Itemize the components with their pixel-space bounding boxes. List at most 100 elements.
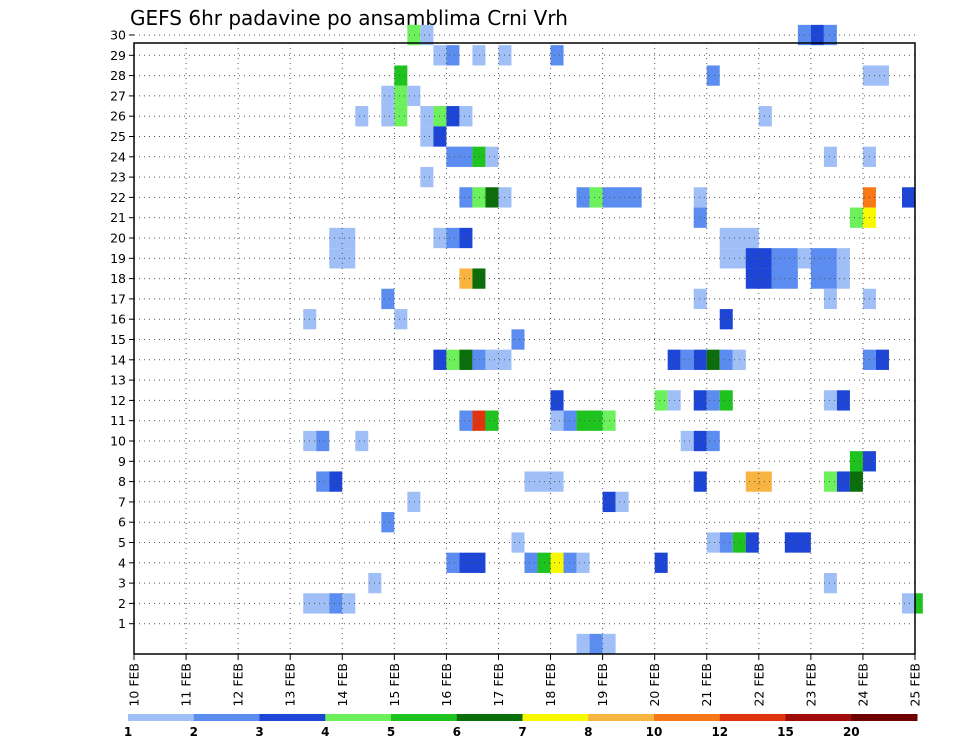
precip-cell xyxy=(693,430,707,452)
legend-label: 6 xyxy=(453,725,461,739)
y-tick-label: 22 xyxy=(110,190,126,205)
precip-cell xyxy=(446,349,460,370)
precip-cell xyxy=(472,349,486,370)
precip-cell xyxy=(680,349,694,370)
x-tick-label: 12 FEB xyxy=(231,663,246,707)
precip-cell xyxy=(472,146,486,167)
y-tick-label: 4 xyxy=(118,555,126,570)
precip-cell xyxy=(823,390,837,411)
precip-cell xyxy=(446,227,460,249)
precip-cell xyxy=(459,187,473,208)
precip-cell xyxy=(485,187,499,208)
precip-cell xyxy=(849,471,863,492)
precip-cell xyxy=(420,24,434,46)
precip-cell xyxy=(394,65,408,86)
precip-cell xyxy=(719,309,733,330)
x-tick-label: 24 FEB xyxy=(855,663,870,707)
legend-color-swatch xyxy=(391,714,458,721)
precip-cell xyxy=(563,552,577,573)
precip-cell xyxy=(511,532,525,553)
y-tick-label: 6 xyxy=(118,515,126,530)
legend-color-swatch xyxy=(259,714,326,721)
precip-cell xyxy=(485,410,499,431)
heatmap-cells xyxy=(303,24,923,655)
precip-cell xyxy=(823,572,837,594)
y-tick-label: 5 xyxy=(118,535,126,550)
precip-cell xyxy=(355,106,369,127)
legend-color-swatch xyxy=(785,714,852,721)
precip-cell xyxy=(901,187,915,208)
precip-cell xyxy=(706,390,720,411)
y-tick-label: 9 xyxy=(118,454,126,469)
legend-color-swatch xyxy=(128,714,195,721)
precip-cell xyxy=(394,106,408,127)
precip-cell xyxy=(836,248,850,269)
legend-label: 2 xyxy=(190,725,198,739)
precip-cell xyxy=(563,410,577,431)
precip-cell xyxy=(810,24,824,46)
y-tick-label: 28 xyxy=(110,68,126,83)
x-tick-label: 20 FEB xyxy=(647,663,662,707)
legend-label: 10 xyxy=(646,725,663,739)
x-tick-label: 23 FEB xyxy=(803,663,818,707)
precip-cell xyxy=(381,85,395,107)
precip-cell xyxy=(823,288,837,310)
precip-cell xyxy=(485,146,499,167)
precip-cell xyxy=(706,430,720,452)
precip-cell xyxy=(693,349,707,370)
precip-cell xyxy=(706,65,720,86)
precip-cell xyxy=(316,471,330,492)
precip-cell xyxy=(823,24,837,46)
y-axis: 1234567891011121314151617181920212223242… xyxy=(110,28,134,631)
precip-cell xyxy=(381,288,395,310)
precip-cell xyxy=(446,106,460,127)
y-tick-label: 19 xyxy=(110,251,126,266)
precip-cell xyxy=(420,106,434,127)
precip-cell xyxy=(472,410,486,431)
grid-lines xyxy=(134,34,915,654)
precip-cell xyxy=(758,106,772,127)
precip-cell xyxy=(823,471,837,492)
precip-cell xyxy=(810,268,837,289)
precip-cell xyxy=(693,187,707,208)
x-tick-label: 14 FEB xyxy=(335,663,350,707)
precip-cell xyxy=(589,633,603,655)
precip-cell xyxy=(602,187,642,208)
precip-cell xyxy=(810,248,837,269)
precip-cell xyxy=(472,268,486,289)
precip-cell xyxy=(836,471,850,492)
plot-frame xyxy=(133,42,916,655)
y-tick-label: 21 xyxy=(110,210,126,225)
precip-cell xyxy=(615,491,629,513)
legend-color-swatch xyxy=(588,714,655,721)
y-tick-label: 11 xyxy=(110,413,126,428)
precip-cell xyxy=(589,187,603,208)
precip-cell xyxy=(719,532,733,553)
precip-cell xyxy=(316,430,330,452)
precip-cell xyxy=(693,207,707,228)
y-tick-label: 8 xyxy=(118,474,126,489)
y-tick-label: 14 xyxy=(110,352,126,367)
legend-color-swatch xyxy=(325,714,392,721)
legend-label: 8 xyxy=(584,725,592,739)
legend-label: 7 xyxy=(518,725,526,739)
y-tick-label: 1 xyxy=(118,616,126,631)
precip-cell xyxy=(459,106,473,127)
precip-cell xyxy=(901,593,915,614)
precip-cell xyxy=(693,288,707,310)
precip-cell xyxy=(329,593,343,614)
y-tick-label: 13 xyxy=(110,373,126,388)
precip-cell xyxy=(550,552,564,573)
precip-cell xyxy=(446,552,460,573)
precip-cell xyxy=(745,532,759,553)
precip-cell xyxy=(381,106,395,127)
y-tick-label: 25 xyxy=(110,129,126,144)
precip-cell xyxy=(706,532,720,553)
precip-cell xyxy=(784,532,811,553)
precip-cell xyxy=(576,633,590,655)
precip-cell xyxy=(303,593,330,614)
precip-cell xyxy=(485,349,512,370)
precip-cell xyxy=(693,471,707,492)
precip-cell xyxy=(407,491,421,513)
